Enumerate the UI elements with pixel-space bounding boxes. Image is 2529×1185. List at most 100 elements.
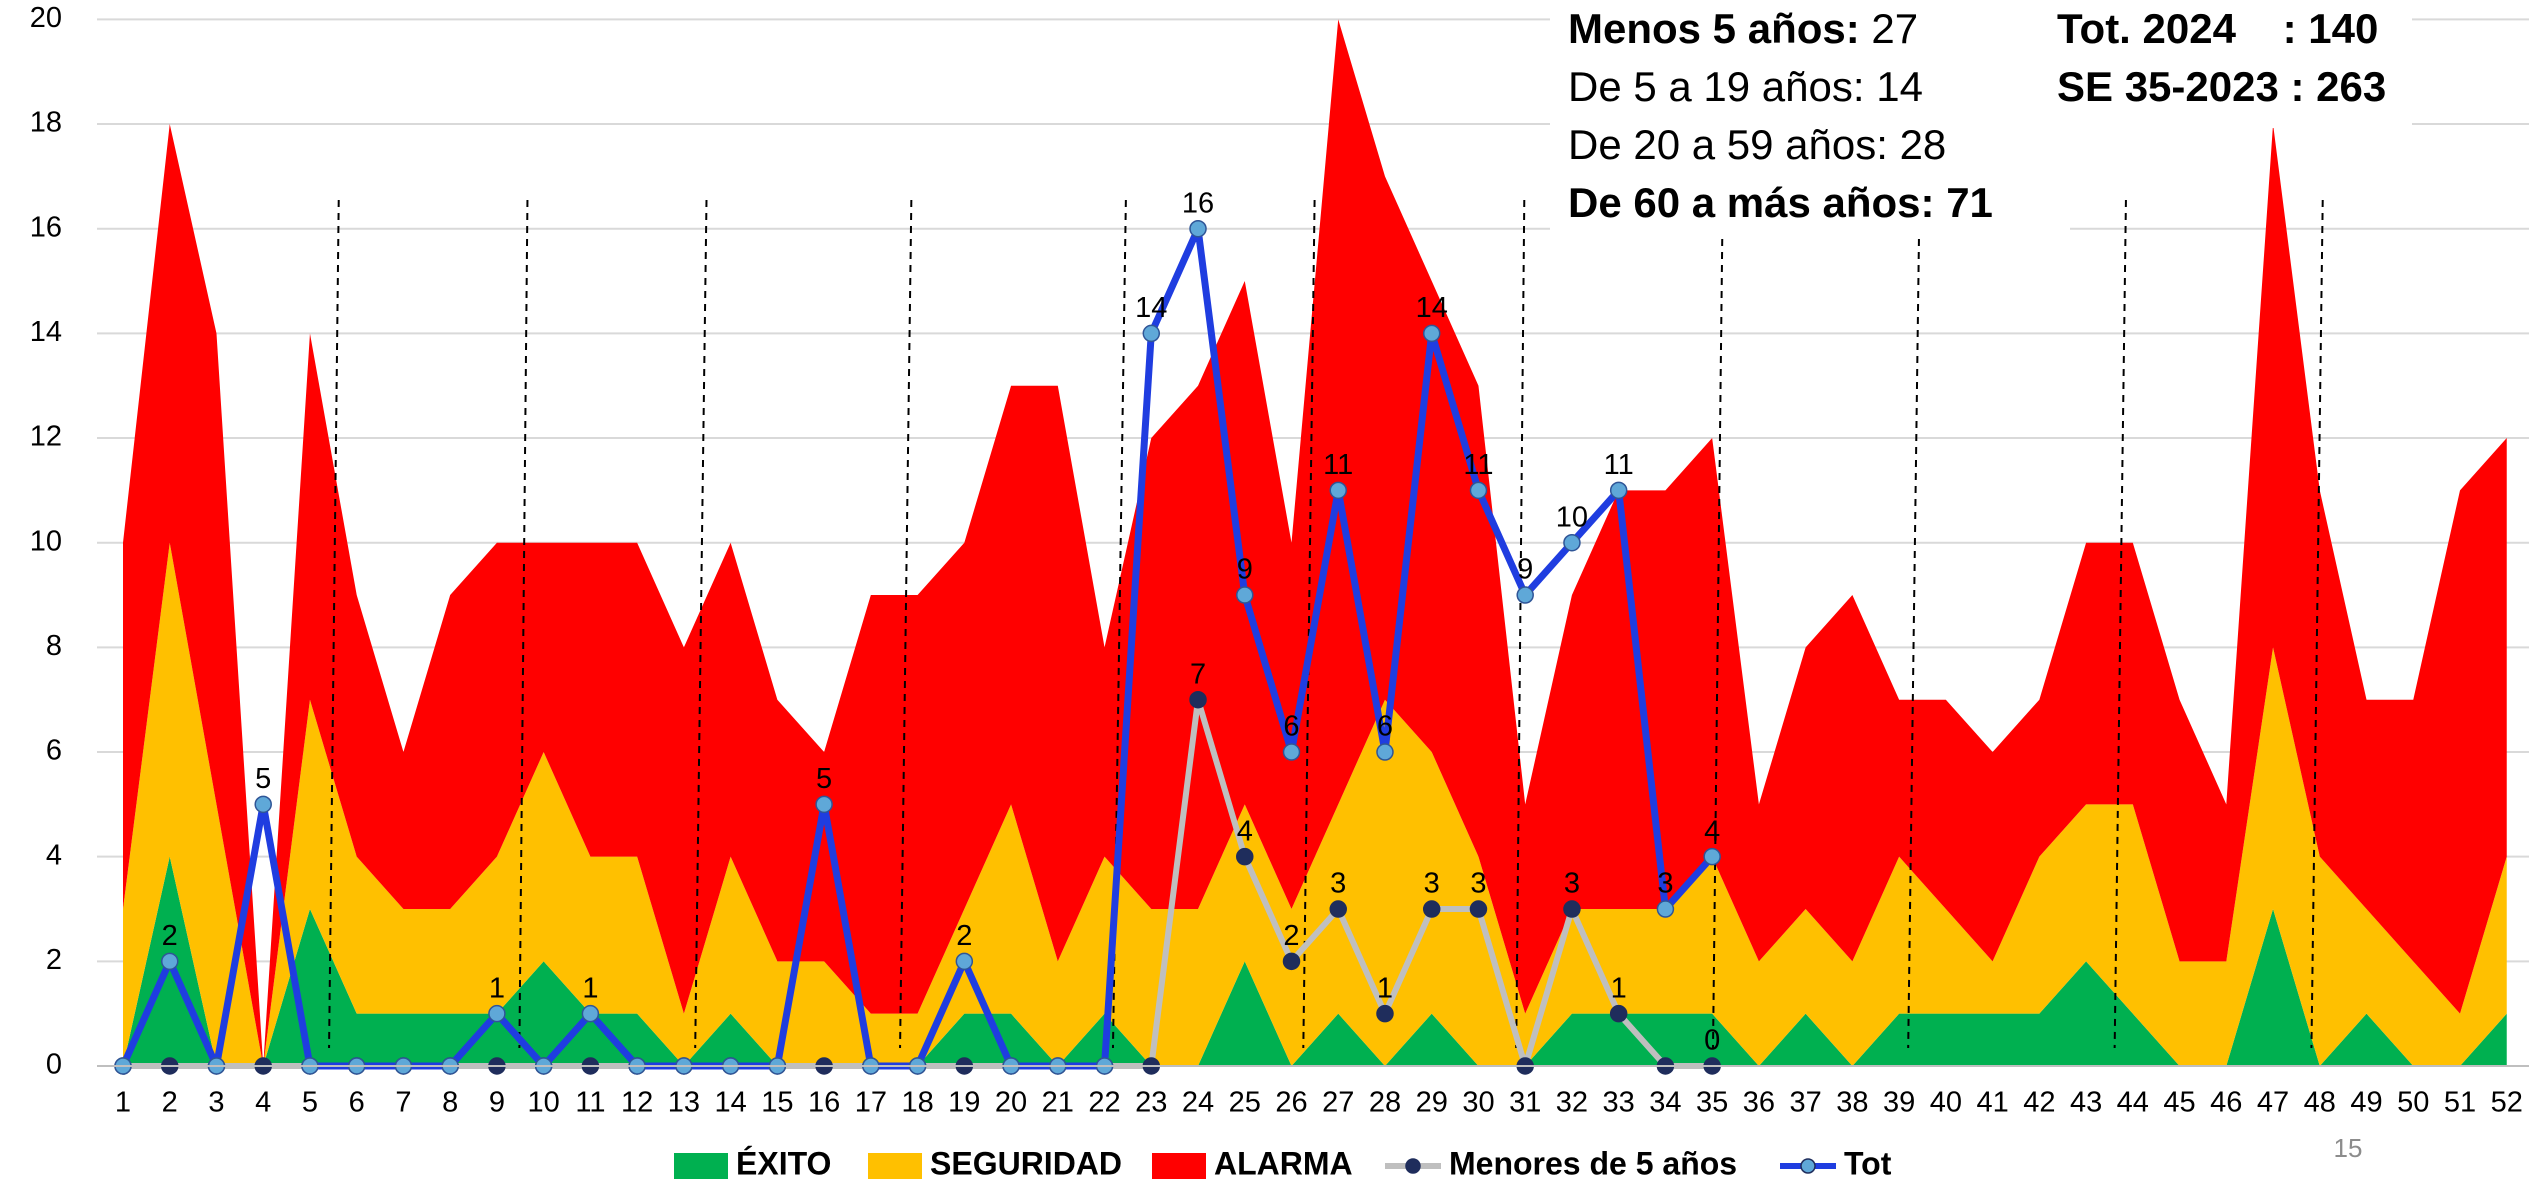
x-tick-label: 23 — [1135, 1087, 1167, 1119]
x-tick-label: 48 — [2304, 1087, 2336, 1119]
y-tick-label: 6 — [46, 735, 62, 767]
data-label: 16 — [1182, 187, 1214, 219]
marker — [1236, 586, 1254, 604]
annotation-value: 27 — [1871, 5, 1918, 52]
x-tick-label: 27 — [1322, 1087, 1354, 1119]
annotation: De 5 a 19 años: 14 — [1568, 63, 1923, 110]
x-tick-label: 11 — [575, 1087, 605, 1119]
legend-label: ÉXITO — [736, 1145, 831, 1181]
marker — [1189, 219, 1207, 238]
x-tick-label: 28 — [1369, 1087, 1401, 1119]
data-label: 2 — [956, 920, 972, 952]
marker — [160, 952, 179, 971]
data-label: 6 — [1377, 711, 1393, 743]
annotation-label: De 20 a 59 años: — [1568, 121, 1888, 168]
legend-swatch — [868, 1153, 922, 1179]
x-tick-label: 52 — [2491, 1087, 2523, 1119]
x-tick-label: 18 — [901, 1087, 933, 1119]
x-tick-label: 42 — [2023, 1087, 2055, 1119]
x-tick-label: 32 — [1556, 1087, 1588, 1119]
marker — [1563, 900, 1581, 918]
data-label: 4 — [1237, 815, 1253, 847]
annotation-label: Menos 5 años: — [1568, 5, 1860, 52]
annotation-space — [1935, 179, 1947, 226]
x-tick-label: 10 — [528, 1087, 560, 1119]
data-label: 9 — [1517, 554, 1533, 586]
x-tick-label: 37 — [1790, 1087, 1822, 1119]
data-label: 9 — [1237, 554, 1253, 586]
x-tick-label: 12 — [621, 1087, 653, 1119]
y-tick-label: 20 — [30, 2, 62, 34]
separator — [1515, 199, 1526, 1049]
x-tick-label: 36 — [1743, 1087, 1775, 1119]
annotation-value: 140 — [2308, 5, 2378, 52]
annotation-space — [1865, 63, 1877, 110]
annotation-value: 71 — [1946, 179, 1993, 226]
legend-label: Menores de 5 años — [1449, 1145, 1737, 1181]
data-label: 1 — [489, 972, 505, 1004]
x-tick-label: 26 — [1275, 1087, 1307, 1119]
annotation-box: Menos 5 años: 27 De 5 a 19 años: 14 De 20 … — [1550, 0, 2412, 234]
annotation-space — [2297, 5, 2309, 52]
data-label: 4 — [1704, 815, 1720, 847]
marker — [1609, 481, 1628, 500]
legend-swatch — [674, 1153, 728, 1179]
data-label: 14 — [1135, 292, 1167, 324]
annotation-space — [1860, 5, 1872, 52]
x-tick-label: 45 — [2163, 1087, 2195, 1119]
marker — [1329, 481, 1347, 500]
marker — [1236, 847, 1254, 866]
x-tick-label: 20 — [995, 1087, 1027, 1119]
marker — [1422, 324, 1441, 343]
y-tick-label: 8 — [46, 630, 62, 662]
x-tick-label: 35 — [1696, 1087, 1728, 1119]
data-label: 11 — [1323, 449, 1353, 481]
x-tick-label: 8 — [442, 1087, 458, 1119]
x-tick-label: 16 — [808, 1087, 840, 1119]
data-label: 2 — [162, 920, 178, 952]
x-tick-label: 39 — [1883, 1087, 1915, 1119]
marker — [1282, 743, 1301, 761]
data-label: 3 — [1657, 868, 1673, 900]
x-tick-label: 31 — [1509, 1087, 1541, 1119]
separator — [518, 199, 529, 1049]
x-tick-label: 51 — [2444, 1087, 2476, 1119]
y-tick-label: 10 — [30, 525, 62, 557]
x-tick-label: 25 — [1229, 1087, 1261, 1119]
legend-label: ALARMA — [1214, 1145, 1353, 1181]
separator — [899, 199, 913, 1049]
legend-label: SEGURIDAD — [930, 1145, 1122, 1181]
data-label: 3 — [1330, 868, 1346, 900]
x-tick-label: 6 — [349, 1087, 365, 1119]
annotation: Menos 5 años: 27 — [1568, 5, 1918, 52]
annotation: De 20 a 59 años: 28 — [1568, 121, 1946, 168]
data-label: 1 — [582, 972, 598, 1004]
x-tick-label: 44 — [2117, 1087, 2149, 1119]
marker — [1563, 533, 1581, 552]
x-tick-label: 38 — [1836, 1087, 1868, 1119]
x-tick-label: 47 — [2257, 1087, 2289, 1119]
separator — [694, 199, 708, 1049]
legend-marker — [1405, 1158, 1421, 1174]
data-label: 3 — [1424, 868, 1440, 900]
x-tick-label: 14 — [714, 1087, 746, 1119]
data-label: 0 — [1704, 1025, 1720, 1057]
marker — [1656, 900, 1675, 918]
data-label: 14 — [1416, 292, 1448, 324]
separator — [1907, 199, 1921, 1049]
x-tick-label: 43 — [2070, 1087, 2102, 1119]
marker — [1516, 586, 1534, 604]
marker — [488, 1004, 506, 1023]
marker — [955, 952, 974, 971]
marker — [1282, 952, 1301, 971]
legend: ÉXITO SEGURIDAD ALARMA Menores de 5 años Tot — [674, 1145, 1892, 1181]
data-label: 1 — [1377, 972, 1393, 1004]
annotation: SE 35-2023 : 263 — [2057, 63, 2386, 110]
x-tick-label: 19 — [948, 1087, 980, 1119]
marker — [1469, 900, 1488, 918]
data-label: 10 — [1556, 501, 1588, 533]
marker — [1469, 481, 1488, 500]
marker — [1376, 743, 1394, 761]
marker — [815, 795, 833, 814]
